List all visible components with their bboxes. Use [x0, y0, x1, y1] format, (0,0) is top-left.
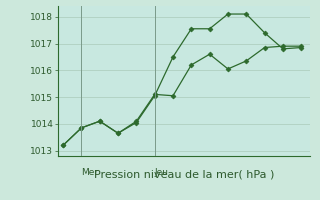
Text: Mer: Mer: [81, 168, 99, 177]
X-axis label: Pression niveau de la mer( hPa ): Pression niveau de la mer( hPa ): [94, 170, 274, 180]
Text: Jeu: Jeu: [155, 168, 169, 177]
